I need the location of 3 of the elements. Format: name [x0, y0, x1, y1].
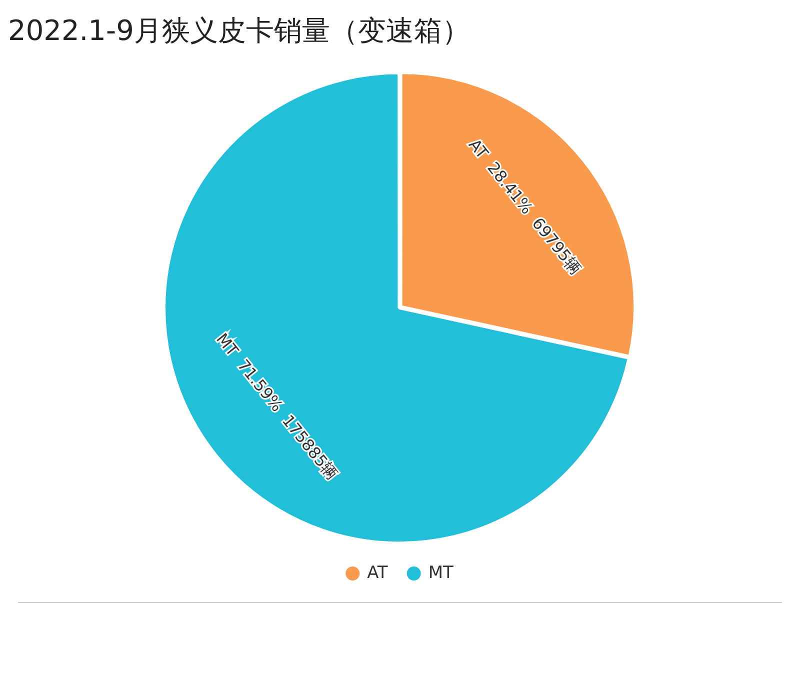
chart-title: 2022.1-9月狭义皮卡销量（变速箱）	[8, 14, 470, 48]
legend-label: AT	[367, 562, 388, 583]
legend-label: MT	[428, 562, 454, 583]
